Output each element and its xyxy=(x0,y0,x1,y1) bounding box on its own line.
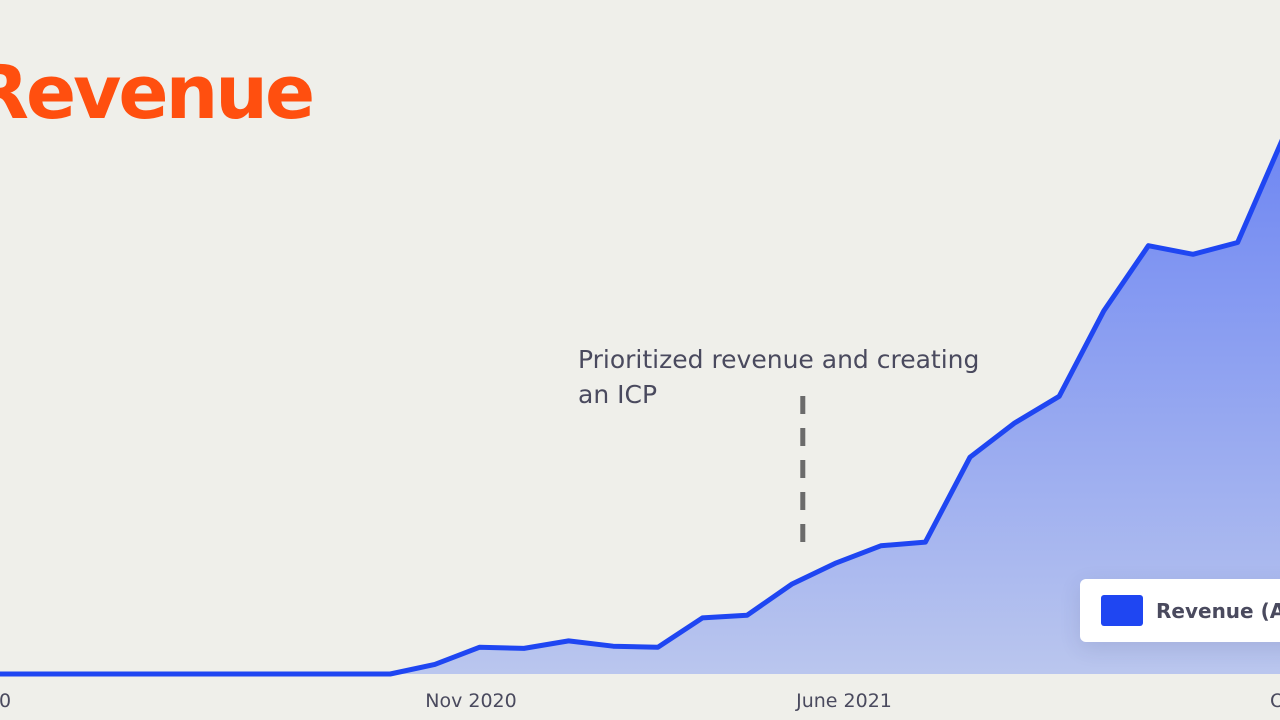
revenue-area-fill xyxy=(0,145,1280,674)
x-tick-label: 0 xyxy=(0,690,11,712)
legend-label: Revenue (Ann xyxy=(1156,598,1280,623)
chart-title: Revenue xyxy=(0,50,315,136)
legend: Revenue (Ann xyxy=(1080,579,1280,642)
legend-swatch xyxy=(1101,595,1143,626)
revenue-line xyxy=(0,138,1280,677)
annotation-text: Prioritized revenue and creating an ICP xyxy=(578,345,980,409)
x-tick-label: Nov 2020 xyxy=(425,690,516,712)
x-tick-label: June 2021 xyxy=(795,690,892,712)
x-axis: 0 Nov 2020 June 2021 O xyxy=(0,690,1280,712)
x-tick-label: O xyxy=(1270,690,1280,712)
